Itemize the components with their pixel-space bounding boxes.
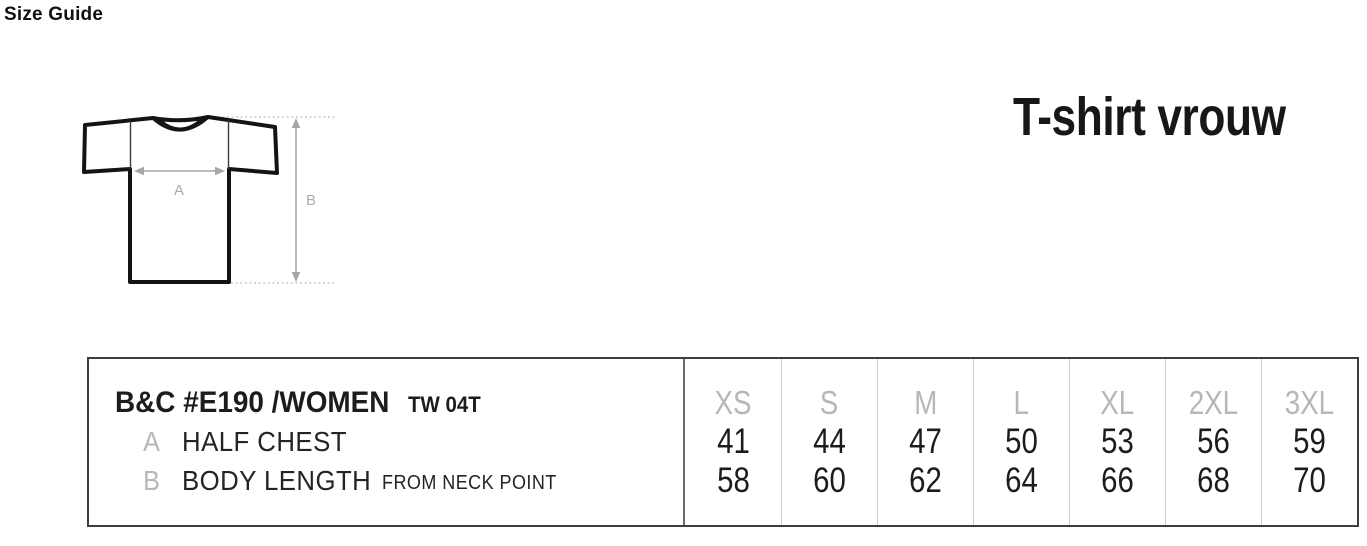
half-chest-value: 44 — [813, 421, 846, 461]
size-column-xl: XL 53 66 — [1069, 359, 1165, 525]
page-title: Size Guide — [4, 4, 104, 25]
body-length-value: 64 — [1005, 460, 1038, 500]
measurement-name-a: HALF CHEST — [182, 425, 347, 457]
measurement-letter-b: B — [143, 464, 160, 496]
size-label: XS — [714, 383, 752, 421]
product-code: TW 04T — [408, 391, 481, 417]
size-label: S — [820, 383, 839, 421]
size-label: M — [913, 383, 938, 421]
sizes-grid: XS 41 58 S 44 60 M 47 62 L 50 64 XL 53 6… — [685, 359, 1357, 525]
measurement-labels-column: B&C #E190 /WOMEN TW 04T A HALF CHEST B B… — [89, 359, 685, 525]
product-heading: T-shirt vrouw — [1013, 87, 1286, 147]
measurement-row-a: A HALF CHEST — [89, 422, 683, 461]
measurement-row-b: B BODY LENGTH FROM NECK POINT — [89, 461, 683, 500]
body-length-value: 70 — [1293, 460, 1326, 500]
size-label: 3XL — [1284, 383, 1335, 421]
size-table: B&C #E190 /WOMEN TW 04T A HALF CHEST B B… — [87, 357, 1359, 527]
size-column-2xl: 2XL 56 68 — [1165, 359, 1261, 525]
body-length-value: 58 — [716, 460, 750, 500]
body-length-arrow-icon — [291, 118, 301, 282]
half-chest-value: 59 — [1293, 421, 1326, 461]
body-length-value: 68 — [1197, 460, 1230, 500]
size-label: 2XL — [1188, 383, 1239, 421]
size-column-3xl: 3XL 59 70 — [1261, 359, 1357, 525]
half-chest-value: 41 — [716, 421, 750, 461]
half-chest-value: 50 — [1005, 421, 1038, 461]
size-column-xs: XS 41 58 — [685, 359, 781, 525]
size-column-l: L 50 64 — [973, 359, 1069, 525]
half-chest-value: 47 — [909, 421, 942, 461]
body-length-value: 66 — [1101, 460, 1134, 500]
product-name: B&C #E190 /WOMEN — [115, 385, 390, 419]
measurement-name-b: BODY LENGTH — [182, 464, 372, 496]
size-column-m: M 47 62 — [877, 359, 973, 525]
measurement-letter-a: A — [143, 425, 160, 457]
size-label: L — [1013, 383, 1030, 421]
tshirt-outline-icon — [82, 115, 279, 284]
tshirt-diagram: A B — [82, 115, 335, 284]
diagram-label-a: A — [174, 182, 184, 199]
half-chest-value: 56 — [1197, 421, 1230, 461]
diagram-label-b: B — [306, 192, 316, 209]
half-chest-arrow-icon — [134, 166, 225, 176]
measurement-guide-dotted-lines — [208, 116, 335, 284]
half-chest-value: 53 — [1101, 421, 1134, 461]
size-column-s: S 44 60 — [781, 359, 877, 525]
size-label: XL — [1100, 383, 1135, 421]
product-row: B&C #E190 /WOMEN TW 04T — [89, 383, 683, 422]
body-length-value: 62 — [909, 460, 942, 500]
body-length-value: 60 — [813, 460, 846, 500]
measurement-note-b: FROM NECK POINT — [381, 472, 557, 494]
